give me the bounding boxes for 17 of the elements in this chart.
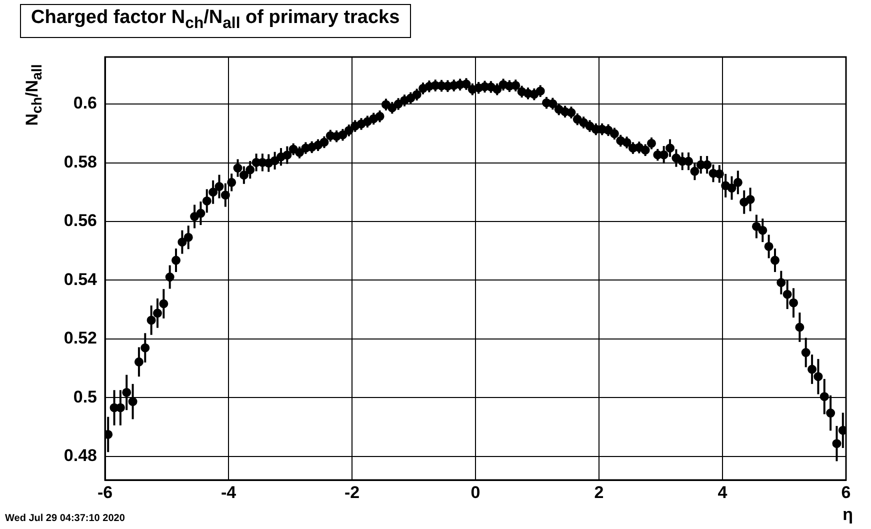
x-tick-label: 6 xyxy=(841,482,851,502)
y-tick-label: 0.56 xyxy=(64,211,97,230)
y-tick-label: 0.6 xyxy=(73,94,97,113)
x-tick-label: -4 xyxy=(220,482,237,502)
x-tick-label: 4 xyxy=(718,482,728,502)
chart-title: Charged factor N$_{ch}$/N$_{all}$ of primary tracks xyxy=(20,4,411,38)
y-tick-label: 0.52 xyxy=(64,328,97,348)
x-tick-label: 2 xyxy=(594,482,604,502)
x-axis-title: η xyxy=(842,505,853,525)
y-tick-label: 0.48 xyxy=(64,446,97,466)
x-tick-label: 0 xyxy=(470,482,480,502)
y-tick-label: 0.58 xyxy=(64,152,97,172)
x-tick-label: -2 xyxy=(344,482,360,502)
text: Wed Jul 29 04:37:10 2020 xyxy=(5,513,125,524)
x-tick-label: -6 xyxy=(97,482,113,502)
y-tick-label: 0.5 xyxy=(73,387,97,406)
y-tick-label: 0.54 xyxy=(64,270,98,289)
